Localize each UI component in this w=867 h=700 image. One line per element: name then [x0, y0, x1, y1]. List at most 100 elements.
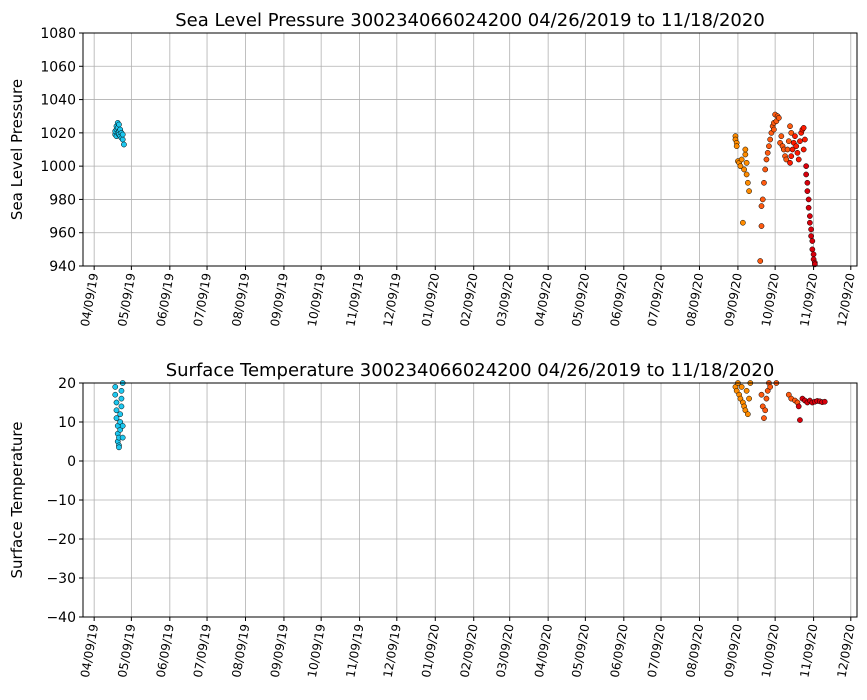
- data-point: [113, 399, 120, 406]
- data-point: [804, 179, 811, 186]
- x-tick-label: 02/09/20: [458, 623, 481, 679]
- x-tick-label: 07/09/20: [645, 272, 668, 328]
- data-point: [743, 171, 750, 178]
- data-point: [766, 143, 772, 150]
- data-point: [785, 138, 792, 145]
- data-point: [821, 398, 828, 405]
- y-tick-label: 960: [49, 226, 76, 242]
- data-point: [767, 384, 774, 390]
- data-point: [807, 213, 813, 219]
- data-point: [787, 159, 793, 166]
- y-tick-label: −30: [46, 571, 76, 587]
- x-tick-label: 03/09/20: [493, 272, 516, 328]
- y-tick-label: 0: [67, 454, 76, 470]
- x-tick-label: 07/09/19: [191, 623, 214, 679]
- x-tick-label: 05/09/19: [115, 623, 138, 679]
- data-point: [118, 395, 125, 402]
- data-point: [758, 391, 765, 398]
- data-point: [809, 238, 816, 244]
- x-tick-label: 05/09/20: [569, 272, 592, 328]
- x-tick-label: 10/09/20: [759, 623, 782, 679]
- data-point: [809, 246, 816, 253]
- x-tick-label: 10/09/19: [305, 623, 328, 679]
- data-point: [740, 219, 746, 226]
- data-point: [762, 166, 769, 173]
- y-tick-label: 1040: [40, 93, 76, 109]
- y-axis-label: Sea Level Pressure: [8, 79, 26, 220]
- grid: [83, 382, 857, 618]
- data-point: [784, 146, 791, 153]
- data-point: [742, 146, 749, 153]
- data-point: [795, 156, 802, 163]
- x-tick-label: 04/09/20: [532, 623, 555, 679]
- y-tick-label: 1020: [40, 126, 76, 142]
- x-tick-label: 11/09/20: [797, 623, 820, 679]
- data-point: [743, 387, 750, 394]
- data-point: [116, 121, 122, 128]
- x-tick-label: 12/09/20: [835, 272, 858, 328]
- y-tick-label: 10: [58, 415, 76, 431]
- x-tick-label: 10/09/19: [305, 272, 328, 328]
- y-tick-label: −40: [46, 610, 76, 626]
- data-point: [800, 125, 807, 131]
- data-point: [803, 163, 809, 169]
- data-point: [810, 251, 817, 258]
- data-point: [738, 156, 745, 163]
- data-point: [767, 136, 774, 143]
- x-tick-label: 04/09/20: [532, 272, 555, 328]
- data-point: [795, 403, 802, 410]
- data-point: [804, 188, 811, 194]
- data-point: [762, 407, 769, 414]
- chart-panel-2: −40 −30 −20 −10 0 10 20 04/09/19 05/09/19 06/09/1…: [8, 360, 858, 679]
- x-tick-label: 07/09/19: [191, 272, 214, 328]
- x-tick-label: 03/09/20: [493, 623, 516, 679]
- chart-panel-1: 940 960 980 1000 1020 1040 1060 1080 04/09/19 05/…: [8, 10, 858, 328]
- data-point: [742, 151, 749, 158]
- data-point: [117, 411, 124, 418]
- data-point: [787, 123, 793, 130]
- data-point: [758, 223, 765, 229]
- data-point: [741, 166, 747, 173]
- x-tick-label: 05/09/20: [569, 623, 592, 679]
- data-point: [761, 179, 767, 186]
- grid: [83, 32, 857, 267]
- scatter-points: [112, 380, 828, 451]
- data-point: [119, 423, 126, 429]
- x-tick-label: 10/09/20: [759, 272, 782, 328]
- x-tick-label: 12/09/19: [381, 623, 404, 679]
- data-point: [119, 136, 126, 143]
- y-tick-label: 1000: [40, 159, 76, 175]
- data-point: [789, 146, 796, 153]
- data-point: [743, 159, 750, 166]
- x-tick-label: 04/09/19: [78, 272, 101, 328]
- data-point: [792, 133, 798, 140]
- data-point: [744, 411, 751, 418]
- plot-frame: [82, 32, 858, 267]
- data-point: [119, 131, 126, 138]
- x-tick-label: 02/09/20: [458, 272, 481, 328]
- chart-title: Surface Temperature 300234066024200 04/2…: [166, 360, 775, 381]
- data-point: [738, 384, 745, 390]
- data-point: [808, 226, 814, 233]
- x-tick-label: 08/09/19: [229, 272, 252, 328]
- scatter-points: [112, 111, 818, 268]
- data-point: [803, 171, 809, 178]
- data-point: [778, 133, 785, 140]
- data-point: [112, 391, 119, 398]
- data-point: [744, 179, 751, 186]
- data-point: [808, 233, 814, 239]
- data-point: [788, 130, 795, 136]
- data-point: [118, 387, 125, 394]
- data-point: [807, 219, 813, 226]
- y-tick-label: −20: [46, 532, 76, 548]
- data-point: [793, 143, 800, 150]
- data-point: [759, 196, 766, 203]
- x-tick-label: 09/09/19: [268, 623, 291, 679]
- data-point: [763, 395, 770, 402]
- data-point: [113, 415, 120, 421]
- data-point: [746, 395, 752, 402]
- data-point: [800, 146, 807, 153]
- data-point: [771, 126, 777, 133]
- x-tick-label: 09/09/20: [722, 623, 745, 679]
- x-tick-label: 06/09/19: [154, 623, 177, 679]
